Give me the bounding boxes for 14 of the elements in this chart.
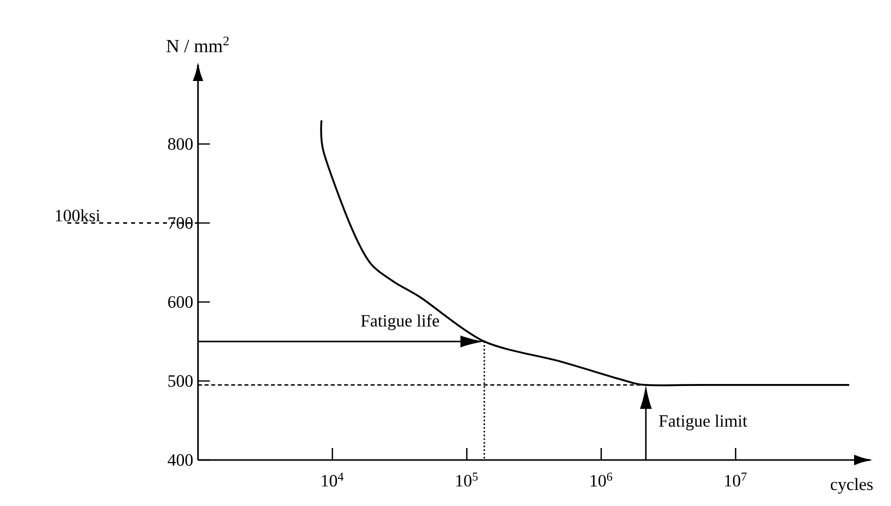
y-tick-label: 500	[168, 375, 193, 387]
annotation: Fatigue life	[361, 314, 440, 330]
y-tick-label: 600	[168, 296, 193, 308]
y-axis-title: N / mm$^{2}$	[166, 36, 229, 52]
annotation: Fatigue limit	[659, 414, 748, 430]
y-tick-label: 400	[168, 454, 193, 466]
x-tick-label: 10$^{5}$	[456, 472, 478, 487]
x-axis-title: cycles	[830, 478, 873, 494]
y-tick-label: 700	[168, 217, 193, 229]
x-tick-label: 10$^{6}$	[590, 472, 612, 487]
x-tick-label: 10$^{4}$	[322, 472, 344, 487]
y-tick-label: 800	[168, 138, 193, 150]
x-tick-label: 10$^{7}$	[725, 472, 747, 487]
ref-line-label: 100ksi	[56, 209, 100, 222]
